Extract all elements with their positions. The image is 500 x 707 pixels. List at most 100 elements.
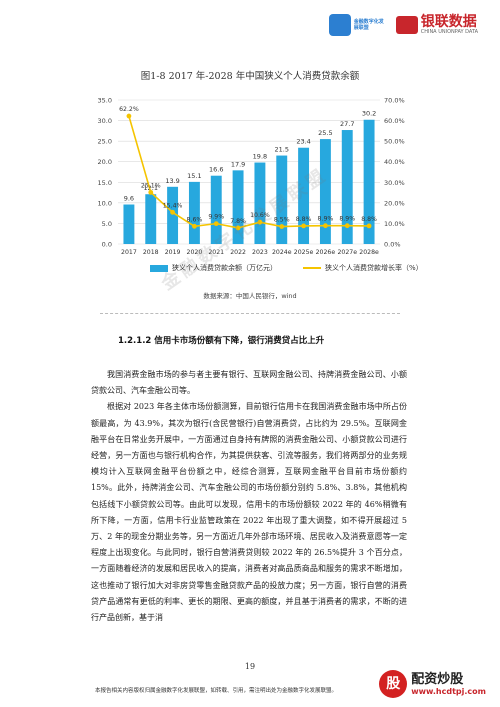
watermark-name: 配资炒股 bbox=[411, 671, 464, 687]
x-tick-label: 2023 bbox=[252, 249, 268, 256]
growth-value-label: 15.4% bbox=[163, 202, 183, 209]
bar-value-label: 23.4 bbox=[296, 138, 310, 146]
growth-point bbox=[366, 223, 372, 229]
y-right-tick-label: 20.0% bbox=[384, 199, 405, 207]
growth-point bbox=[257, 219, 263, 225]
bar-value-label: 17.9 bbox=[231, 160, 245, 168]
growth-line bbox=[128, 115, 370, 229]
bar-value-label: 16.6 bbox=[209, 166, 223, 174]
legend-bar-swatch bbox=[150, 264, 168, 272]
y-right-tick-label: 10.0% bbox=[384, 220, 405, 228]
bar-value-label: 15.1 bbox=[187, 172, 201, 180]
y-right-tick-label: 30.0% bbox=[384, 179, 405, 187]
x-tick-label: 2017 bbox=[121, 249, 137, 256]
bar-value-label: 25.5 bbox=[318, 129, 332, 137]
y-left-tick-label: 0.0 bbox=[102, 241, 112, 249]
alliance-logo-icon bbox=[328, 14, 351, 36]
unionpay-data-logo: 银联数据 CHINA UNIONPAY DATA bbox=[395, 14, 478, 35]
x-tick-label: 2025e bbox=[294, 249, 314, 256]
section-heading: 1.2.1.2 信用卡市场份额有下降，银行消费贷占比上升 bbox=[118, 336, 325, 346]
growth-value-label: 8.9% bbox=[339, 216, 355, 223]
growth-point bbox=[170, 209, 175, 215]
growth-point bbox=[192, 223, 197, 229]
bar bbox=[276, 155, 288, 244]
growth-value-label: 8.5% bbox=[274, 217, 290, 224]
legend-bar-label: 狭义个人消费贷款余额（万亿元） bbox=[172, 264, 277, 272]
bar bbox=[167, 186, 179, 244]
bar-value-label: 27.7 bbox=[340, 120, 354, 128]
unionpay-data-logo-text: 银联数据 bbox=[420, 14, 477, 30]
unionpay-logo-icon bbox=[395, 16, 418, 34]
bar bbox=[145, 194, 157, 244]
y-right-tick-label: 40.0% bbox=[384, 158, 405, 166]
bar bbox=[298, 147, 310, 244]
copyright-footer: 本报告相关内容版权归属金融数字化发展联盟，如转载、引用，需注明出处为金融数字化发… bbox=[95, 688, 338, 694]
y-left-tick-label: 5.0 bbox=[102, 220, 112, 228]
unionpay-data-logo-subtext: CHINA UNIONPAY DATA bbox=[420, 29, 478, 35]
growth-value-label: 7.8% bbox=[230, 218, 246, 225]
growth-value-label: 8.6% bbox=[187, 216, 203, 223]
growth-point bbox=[301, 223, 306, 229]
legend-line-swatch bbox=[303, 267, 321, 269]
growth-value-label: 10.6% bbox=[250, 212, 270, 219]
growth-point bbox=[213, 221, 219, 227]
x-tick-label: 2027e bbox=[337, 249, 357, 256]
x-tick-label: 2024e bbox=[272, 249, 292, 256]
growth-point bbox=[344, 223, 350, 229]
chart-legend: 狭义个人消费贷款余额（万亿元） 狭义个人消费贷款增长率（%） bbox=[150, 263, 423, 273]
legend-line-label: 狭义个人消费贷款增长率（%） bbox=[325, 264, 423, 272]
site-watermark: 股 配资炒股 www.hcdtpj.com bbox=[379, 670, 486, 698]
bar bbox=[363, 119, 375, 244]
growth-value-label: 9.9% bbox=[208, 214, 224, 221]
growth-point bbox=[235, 225, 241, 231]
bar-value-label: 13.9 bbox=[165, 177, 179, 185]
stock-icon: 股 bbox=[379, 670, 408, 698]
y-left-tick-label: 25.0 bbox=[98, 138, 112, 146]
x-tick-label: 2026e bbox=[316, 249, 336, 256]
y-right-tick-label: 60.0% bbox=[384, 117, 405, 125]
y-right-tick-label: 70.0% bbox=[384, 97, 405, 105]
x-tick-label: 2018 bbox=[143, 249, 159, 256]
bar bbox=[254, 162, 266, 244]
alliance-logo-text: 金融数字化发展联盟 bbox=[353, 19, 384, 31]
legend-item-growth: 狭义个人消费贷款增长率（%） bbox=[303, 263, 423, 273]
figure-source: 数据来源：中国人民银行，wind bbox=[203, 292, 297, 300]
growth-point bbox=[279, 224, 285, 229]
bar-value-label: 12.1 bbox=[144, 184, 158, 192]
y-left-tick-label: 35.0 bbox=[98, 97, 112, 105]
watermark-url: www.hcdtpj.com bbox=[411, 686, 486, 696]
bar-value-label: 21.5 bbox=[275, 146, 289, 154]
body-text: 我国消费金融市场的参与者主要有银行、互联网金融公司、持牌消费金融公司、小额贷款公… bbox=[91, 367, 407, 626]
growth-value-label: 62.2% bbox=[119, 106, 139, 113]
growth-point bbox=[323, 223, 328, 229]
x-tick-label: 2020 bbox=[187, 249, 203, 256]
bar-value-label: 19.8 bbox=[253, 153, 267, 161]
bar bbox=[210, 175, 222, 244]
y-right-tick-label: 50.0% bbox=[384, 138, 405, 146]
bar bbox=[232, 170, 244, 244]
section-divider bbox=[100, 313, 400, 314]
bar bbox=[341, 130, 353, 244]
growth-value-label: 8.9% bbox=[318, 216, 334, 223]
page-number: 19 bbox=[244, 662, 256, 671]
y-left-tick-label: 15.0 bbox=[98, 179, 112, 187]
legend-item-balance: 狭义个人消费贷款余额（万亿元） bbox=[150, 263, 277, 273]
growth-value-label: 25.1% bbox=[141, 182, 161, 189]
bar bbox=[123, 204, 135, 244]
y-left-tick-label: 30.0 bbox=[98, 117, 112, 125]
x-tick-label: 2021 bbox=[208, 249, 224, 256]
header-logos: 金融数字化发展联盟 银联数据 CHINA UNIONPAY DATA bbox=[328, 14, 478, 36]
growth-point bbox=[126, 113, 132, 119]
bar-value-label: 9.6 bbox=[124, 195, 134, 203]
growth-value-label: 8.8% bbox=[361, 216, 377, 223]
paragraph-1: 我国消费金融市场的参与者主要有银行、互联网金融公司、持牌消费金融公司、小额贷款公… bbox=[91, 370, 407, 396]
growth-point bbox=[148, 189, 154, 195]
bar bbox=[319, 139, 331, 244]
bar-value-label: 30.2 bbox=[362, 110, 376, 118]
loan-balance-chart: 0.0 5.0 10.0 15.0 20.0 25.0 30.0 35.0 0.0% 10.0% 2… bbox=[98, 97, 405, 257]
x-tick-label: 2028e bbox=[359, 249, 379, 256]
x-tick-label: 2019 bbox=[165, 249, 181, 256]
growth-value-label: 8.8% bbox=[296, 216, 312, 223]
paragraph-2: 根据对 2023 年各主体市场份额测算，目前银行信用卡在我国消费金融市场中所占份… bbox=[91, 402, 407, 623]
alliance-logo: 金融数字化发展联盟 bbox=[328, 14, 388, 36]
